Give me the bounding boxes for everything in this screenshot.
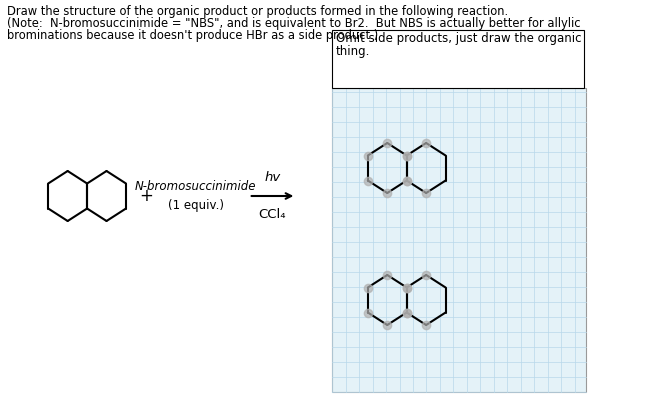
Bar: [332, 88, 586, 392]
Text: Draw the structure of the organic product or products formed in the following re: Draw the structure of the organic produc…: [7, 5, 508, 18]
Text: N-bromosuccinimide: N-bromosuccinimide: [135, 181, 256, 193]
Text: (Note:  N-bromosuccinimide = "NBS", and is equivalent to Br2.  But NBS is actual: (Note: N-bromosuccinimide = "NBS", and i…: [7, 17, 581, 30]
Text: hv: hv: [264, 171, 281, 184]
Text: thing.: thing.: [336, 45, 370, 58]
Text: (1 equiv.): (1 equiv.): [168, 199, 223, 211]
Text: Omit side products, just draw the organic: Omit side products, just draw the organi…: [336, 32, 581, 45]
Text: CCl₄: CCl₄: [258, 208, 286, 221]
Text: +: +: [139, 187, 153, 205]
Text: brominations because it doesn't produce HBr as a side product.): brominations because it doesn't produce …: [7, 29, 379, 42]
Bar: [332, 30, 584, 88]
